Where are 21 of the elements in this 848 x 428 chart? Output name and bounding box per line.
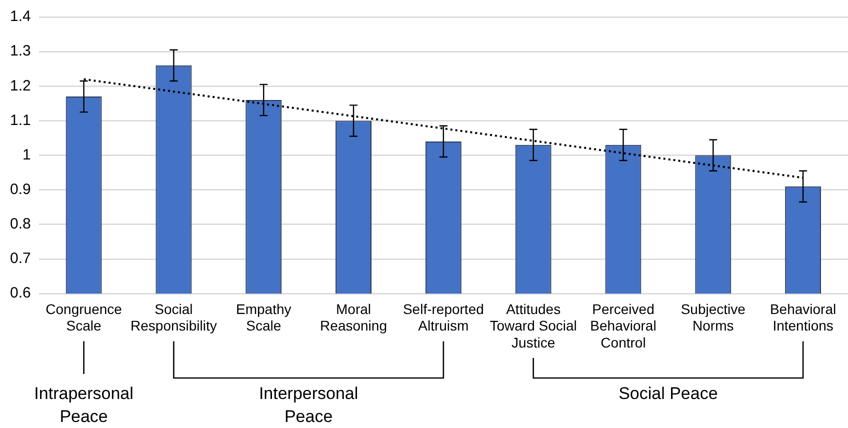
text: Social Peace <box>618 383 719 405</box>
x-tick-label: Moral Reasoning <box>320 300 387 334</box>
y-tick-label: 1.1 <box>10 112 31 129</box>
x-tick-label: Perceived Behavioral Control <box>590 300 656 350</box>
x-tick-label: Subjective Norms <box>680 300 746 334</box>
x-tick-label: Attitudes Toward Social Justice <box>490 300 577 350</box>
y-tick-label: 1 <box>22 146 31 164</box>
y-tick-label: 1.4 <box>10 8 31 26</box>
x-tick-label: Social Responsibility <box>130 300 217 334</box>
y-tick-label: 0.8 <box>10 216 31 233</box>
x-tick-label: Self-reported Altruism <box>402 300 484 334</box>
y-tick-label: 1.3 <box>10 42 31 60</box>
y-tick-label: 0.9 <box>10 181 31 198</box>
y-tick-label: 1.2 <box>10 77 31 94</box>
y-tick-label: 0.7 <box>10 250 31 268</box>
x-tick-label: Behavioral Intentions <box>770 300 836 334</box>
text: Interpersonal Peace <box>258 383 360 428</box>
y-tick-label: 0.6 <box>10 284 31 302</box>
text: Intrapersonal Peace <box>33 383 134 428</box>
x-tick-label: Congruence Scale <box>46 300 122 334</box>
x-tick-label: Empathy Scale <box>236 300 292 334</box>
